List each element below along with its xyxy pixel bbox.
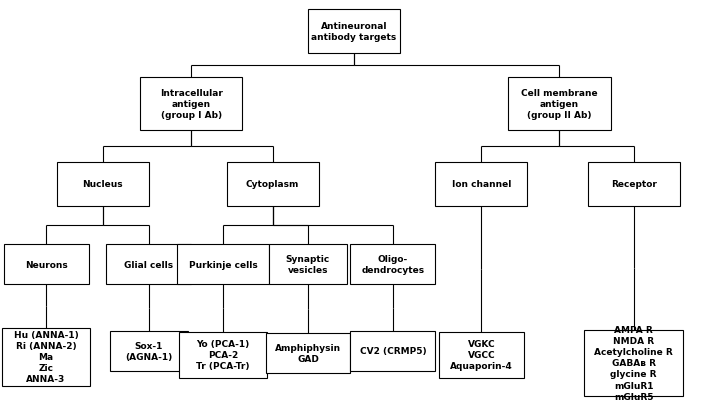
Text: AMPA R
NMDA R
Acetylcholine R
GABAʙ R
glycine R
mGluR1
mGluR5: AMPA R NMDA R Acetylcholine R GABAʙ R gl…	[594, 325, 673, 401]
FancyBboxPatch shape	[178, 332, 267, 378]
Text: Receptor: Receptor	[611, 180, 656, 189]
FancyBboxPatch shape	[140, 78, 242, 130]
Text: Cell membrane
antigen
(group II Ab): Cell membrane antigen (group II Ab)	[521, 89, 598, 120]
FancyBboxPatch shape	[269, 245, 347, 285]
Text: Yo (PCA-1)
PCA-2
Tr (PCA-Tr): Yo (PCA-1) PCA-2 Tr (PCA-Tr)	[196, 339, 250, 371]
Text: VGKC
VGCC
Aquaporin-4: VGKC VGCC Aquaporin-4	[450, 339, 513, 371]
FancyBboxPatch shape	[588, 162, 680, 207]
Text: Amphiphysin
GAD: Amphiphysin GAD	[275, 343, 341, 363]
FancyBboxPatch shape	[308, 10, 400, 54]
Text: Purkinje cells: Purkinje cells	[188, 260, 258, 269]
Text: Cytoplasm: Cytoplasm	[246, 180, 299, 189]
FancyBboxPatch shape	[584, 330, 683, 396]
FancyBboxPatch shape	[177, 245, 269, 285]
FancyBboxPatch shape	[57, 162, 149, 207]
FancyBboxPatch shape	[439, 332, 524, 378]
Text: Antineuronal
antibody targets: Antineuronal antibody targets	[312, 22, 396, 42]
FancyBboxPatch shape	[227, 162, 319, 207]
FancyBboxPatch shape	[435, 162, 527, 207]
Text: Sox-1
(AGNA-1): Sox-1 (AGNA-1)	[125, 341, 172, 361]
Text: Glial cells: Glial cells	[124, 260, 173, 269]
Text: Synaptic
vesicles: Synaptic vesicles	[286, 255, 330, 275]
FancyBboxPatch shape	[508, 78, 610, 130]
FancyBboxPatch shape	[106, 245, 191, 285]
FancyBboxPatch shape	[2, 328, 91, 386]
FancyBboxPatch shape	[350, 245, 435, 285]
Text: Nucleus: Nucleus	[82, 180, 123, 189]
Text: Hu (ANNA-1)
Ri (ANNA-2)
Ma
Zic
ANNA-3: Hu (ANNA-1) Ri (ANNA-2) Ma Zic ANNA-3	[13, 330, 79, 383]
FancyBboxPatch shape	[4, 245, 88, 285]
Text: Neurons: Neurons	[25, 260, 67, 269]
Text: Oligo-
dendrocytes: Oligo- dendrocytes	[361, 255, 425, 275]
FancyBboxPatch shape	[110, 331, 188, 371]
Text: Ion channel: Ion channel	[452, 180, 511, 189]
Text: Intracellular
antigen
(group I Ab): Intracellular antigen (group I Ab)	[160, 89, 222, 120]
Text: CV2 (CRMP5): CV2 (CRMP5)	[360, 346, 426, 355]
FancyBboxPatch shape	[266, 333, 350, 373]
FancyBboxPatch shape	[350, 331, 435, 371]
